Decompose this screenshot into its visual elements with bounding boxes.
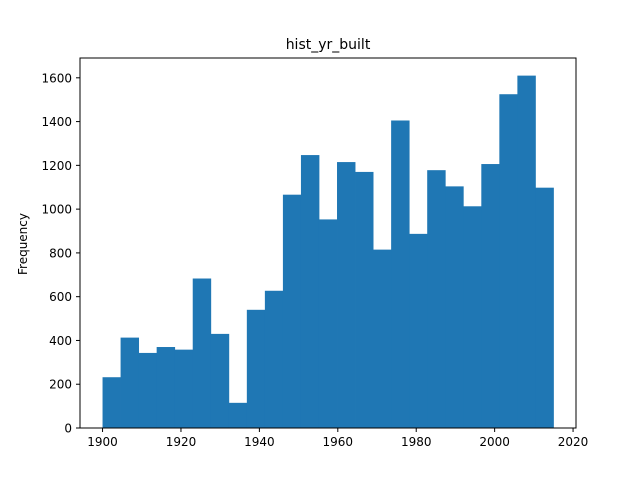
x-tick-label: 1920 xyxy=(166,435,197,449)
x-tick-label: 2000 xyxy=(479,435,510,449)
histogram-bar xyxy=(337,162,356,428)
histogram-bar xyxy=(228,402,248,428)
histogram-bar xyxy=(138,352,158,428)
histogram-bar xyxy=(445,186,464,428)
histogram-bar xyxy=(409,233,428,428)
histogram-bar xyxy=(517,75,536,428)
histogram-bar xyxy=(499,94,518,428)
histogram-bar xyxy=(156,347,176,428)
x-tick-label: 1900 xyxy=(87,435,118,449)
x-tick-label: 1960 xyxy=(323,435,354,449)
histogram-bar xyxy=(174,349,194,428)
histogram-bar xyxy=(264,290,284,428)
y-tick-label: 1600 xyxy=(41,71,72,85)
histogram-bar xyxy=(373,249,392,428)
histogram-bar xyxy=(427,170,446,428)
histogram-bar xyxy=(355,171,374,428)
x-axis: 1900 1920 1940 1960 1980 2000 2020 xyxy=(87,428,588,449)
histogram-bar xyxy=(102,377,121,428)
histogram-bar xyxy=(282,194,302,428)
histogram-bar xyxy=(463,206,482,428)
bars-group xyxy=(102,75,554,428)
y-tick-label: 800 xyxy=(49,246,72,260)
histogram-bar xyxy=(246,309,266,428)
histogram-bar xyxy=(481,164,500,428)
histogram-bar xyxy=(210,333,230,428)
histogram-bar xyxy=(120,337,140,428)
histogram-bar xyxy=(192,278,212,428)
x-tick-label: 1940 xyxy=(244,435,275,449)
histogram-bar xyxy=(318,219,338,428)
y-axis-label: Frequency xyxy=(16,213,30,275)
y-tick-label: 1000 xyxy=(41,203,72,217)
chart-title: hist_yr_built xyxy=(286,37,371,53)
y-tick-label: 400 xyxy=(49,334,72,348)
y-axis: 0 200 400 600 800 1000 1200 1400 1600 xyxy=(41,71,80,436)
plot-frame xyxy=(79,57,577,429)
x-tick-label: 2020 xyxy=(558,435,589,449)
histogram-bar xyxy=(391,120,410,428)
histogram-bar xyxy=(300,155,320,428)
y-tick-label: 1200 xyxy=(41,159,72,173)
y-tick-label: 1400 xyxy=(41,115,72,129)
x-tick-label: 1980 xyxy=(401,435,432,449)
histogram-bar xyxy=(535,187,554,428)
y-tick-label: 200 xyxy=(49,378,72,392)
y-tick-label: 600 xyxy=(49,290,72,304)
y-tick-label: 0 xyxy=(64,422,72,436)
